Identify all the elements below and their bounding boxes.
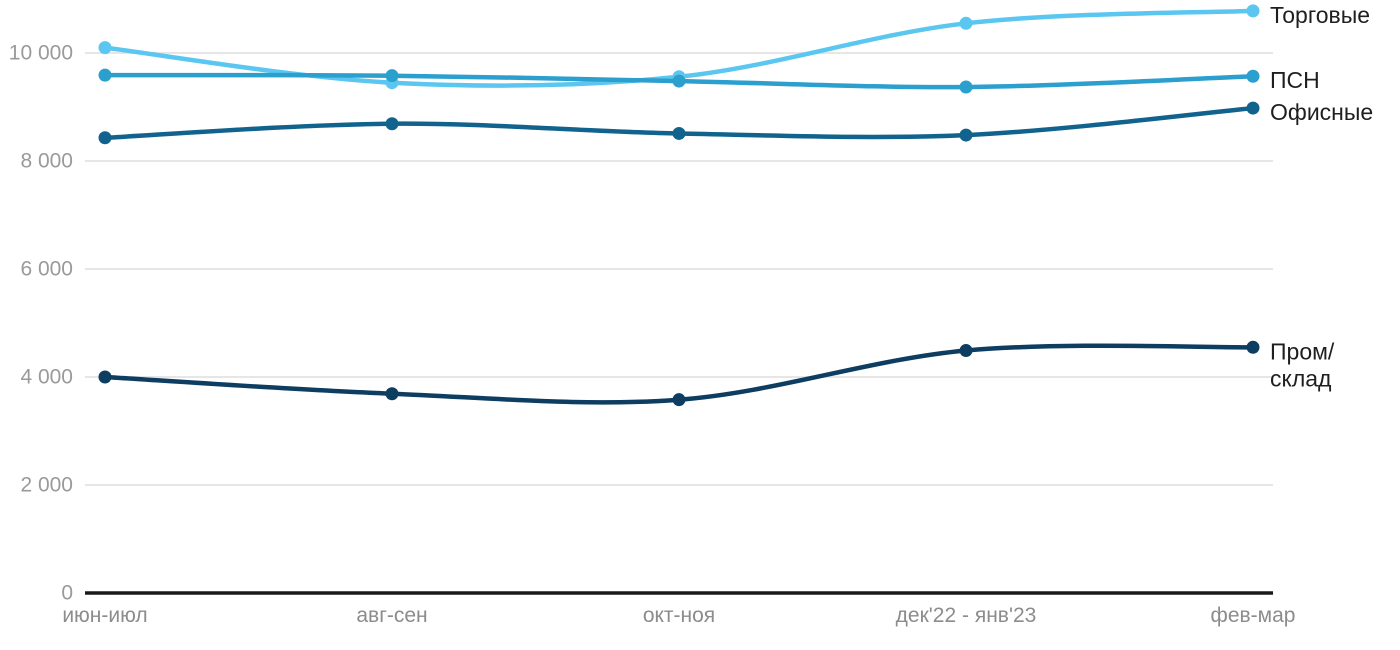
series-label-retail: Торговые <box>1270 2 1370 28</box>
series-point-industrial[interactable] <box>1246 340 1260 354</box>
series-point-office[interactable] <box>1246 101 1260 115</box>
series-label-psn: ПСН <box>1270 67 1320 93</box>
y-tick-label: 6 000 <box>20 258 73 281</box>
series-point-retail[interactable] <box>959 16 973 30</box>
series-point-psn[interactable] <box>98 68 112 82</box>
series-point-office[interactable] <box>672 126 686 140</box>
series-label-office: Офисные <box>1270 99 1373 125</box>
series-label-industrial: склад <box>1270 365 1332 391</box>
series-point-psn[interactable] <box>672 74 686 88</box>
x-tick-label: авг-сен <box>356 604 427 627</box>
series-point-retail[interactable] <box>1246 4 1260 18</box>
series-label-industrial: Пром/ <box>1270 338 1335 364</box>
series-point-office[interactable] <box>98 131 112 145</box>
x-tick-label: окт-ноя <box>643 604 715 627</box>
series-point-office[interactable] <box>959 128 973 142</box>
x-tick-label: июн-июл <box>62 604 147 627</box>
y-tick-label: 0 <box>61 582 73 605</box>
y-tick-label: 8 000 <box>20 150 73 173</box>
series-point-psn[interactable] <box>385 69 399 83</box>
series-point-industrial[interactable] <box>672 393 686 407</box>
series-point-psn[interactable] <box>959 80 973 94</box>
series-point-industrial[interactable] <box>385 387 399 401</box>
x-tick-label: дек'22 - янв'23 <box>896 604 1037 627</box>
series-point-psn[interactable] <box>1246 69 1260 83</box>
y-tick-label: 10 000 <box>9 42 73 65</box>
series-point-industrial[interactable] <box>98 370 112 384</box>
y-tick-label: 4 000 <box>20 366 73 389</box>
series-point-retail[interactable] <box>98 41 112 55</box>
series-point-industrial[interactable] <box>959 344 973 358</box>
y-tick-label: 2 000 <box>20 474 73 497</box>
series-point-office[interactable] <box>385 117 399 131</box>
x-tick-label: фев-мар <box>1211 604 1296 627</box>
